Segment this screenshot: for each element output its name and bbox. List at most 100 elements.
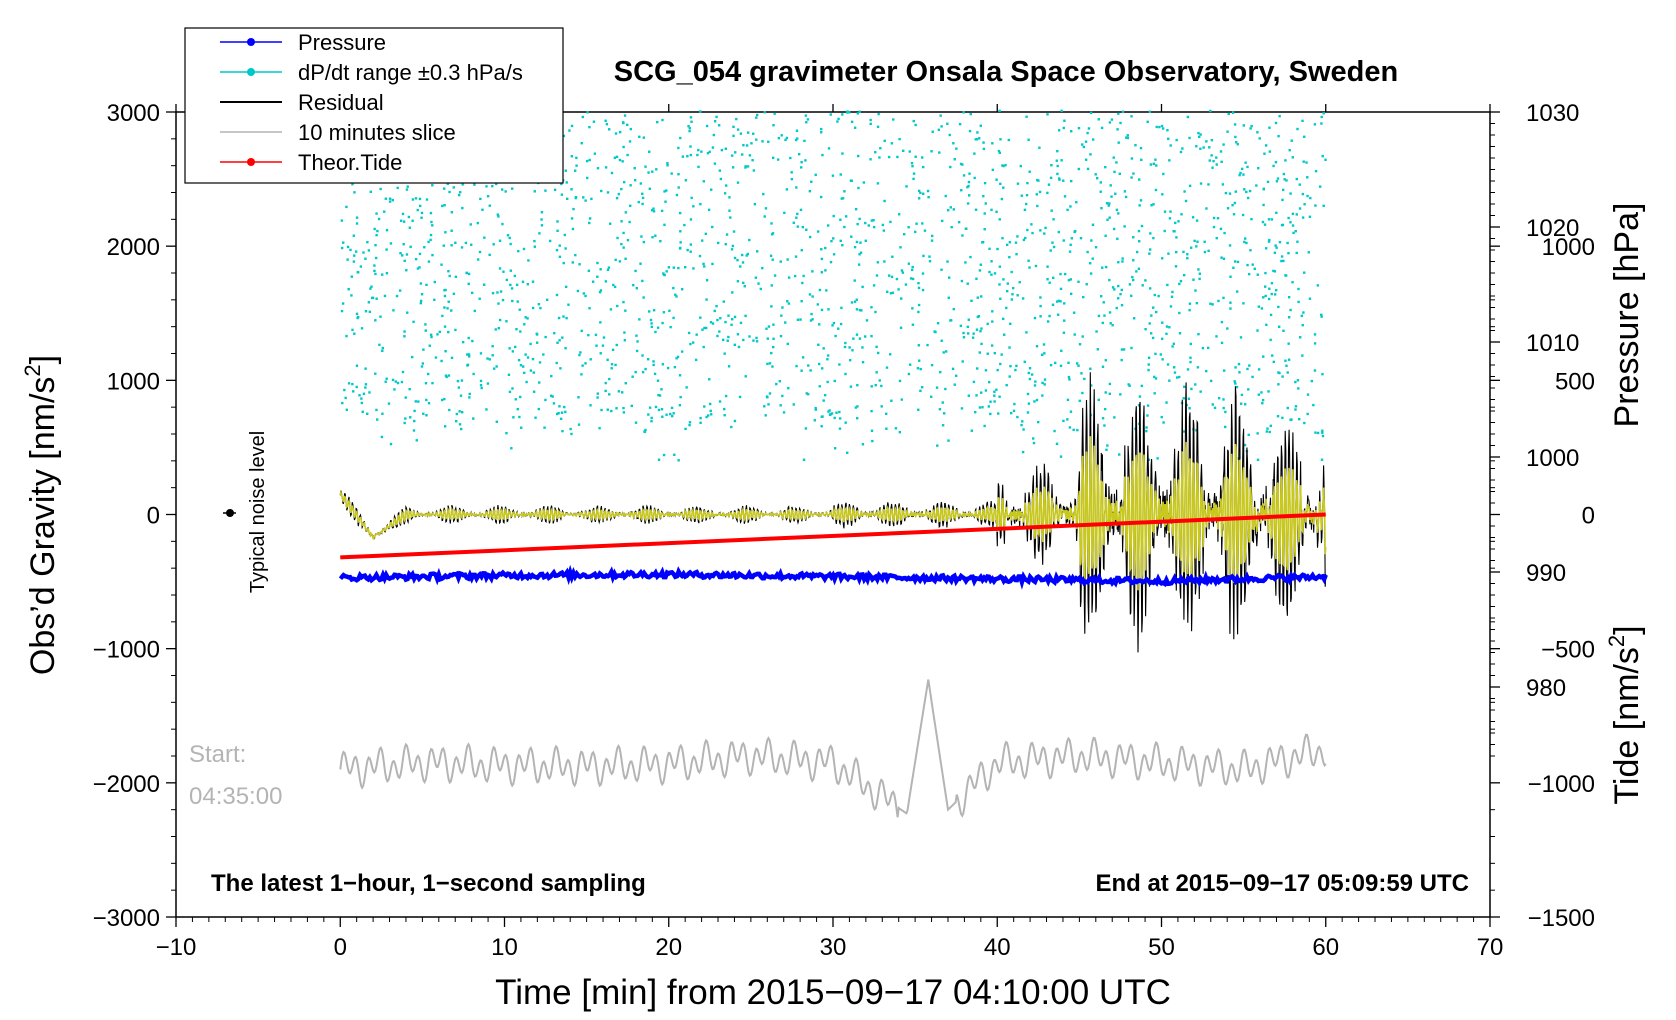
dpdt-point <box>900 398 903 401</box>
dpdt-point <box>615 343 618 347</box>
dpdt-point <box>949 206 952 209</box>
dpdt-point <box>1082 295 1085 299</box>
dpdt-point <box>1166 128 1169 132</box>
chart-title: SCG_054 gravimeter Onsala Space Observat… <box>614 56 1398 88</box>
dpdt-point <box>822 347 825 350</box>
dpdt-point <box>1008 256 1011 259</box>
dpdt-point <box>402 242 405 246</box>
dpdt-point <box>1130 115 1133 118</box>
dpdt-point <box>772 345 775 349</box>
dpdt-point <box>378 343 381 347</box>
dpdt-point <box>850 235 853 238</box>
dpdt-point <box>634 370 637 374</box>
dpdt-point <box>450 244 453 247</box>
dpdt-point <box>633 179 637 182</box>
dpdt-point <box>744 314 747 318</box>
dpdt-point <box>408 226 412 229</box>
dpdt-point <box>1193 239 1196 243</box>
dpdt-point <box>1199 390 1202 393</box>
dpdt-point <box>917 359 921 362</box>
dpdt-point <box>588 221 591 225</box>
dpdt-point <box>731 317 734 321</box>
dpdt-point <box>647 310 651 313</box>
dpdt-point <box>733 256 737 260</box>
dpdt-point <box>772 123 775 127</box>
dpdt-point <box>1182 397 1185 400</box>
dpdt-point <box>604 389 607 393</box>
dpdt-point <box>582 292 586 295</box>
pressure-tick-label: 980 <box>1526 675 1566 702</box>
dpdt-point <box>1243 188 1246 191</box>
dpdt-point <box>1285 179 1288 182</box>
dpdt-point <box>638 318 641 321</box>
dpdt-point <box>1066 418 1069 421</box>
dpdt-point <box>1234 382 1237 385</box>
dpdt-point <box>1154 352 1157 356</box>
dpdt-point <box>1058 178 1061 181</box>
pressure-line <box>338 564 1328 590</box>
dpdt-point <box>1150 314 1153 317</box>
dpdt-point <box>555 361 558 365</box>
dpdt-point <box>419 299 423 303</box>
dpdt-point <box>960 189 963 192</box>
dpdt-point <box>1110 118 1114 121</box>
dpdt-point <box>455 412 459 416</box>
dpdt-point <box>1067 376 1071 379</box>
dpdt-point <box>1178 311 1181 315</box>
dpdt-point <box>537 302 541 306</box>
dpdt-point <box>907 262 911 265</box>
dpdt-point <box>468 396 471 399</box>
dpdt-point <box>1303 203 1306 206</box>
dpdt-point <box>890 142 894 145</box>
dpdt-point <box>1220 160 1223 164</box>
dpdt-point <box>702 345 705 349</box>
dpdt-point <box>647 413 650 416</box>
dpdt-point <box>951 367 955 371</box>
dpdt-point <box>403 330 406 333</box>
dpdt-point <box>679 395 682 399</box>
dpdt-point <box>1247 272 1251 276</box>
dpdt-point <box>811 295 814 298</box>
dpdt-point <box>1099 295 1103 298</box>
dpdt-point <box>828 409 831 412</box>
dpdt-point <box>524 316 527 319</box>
dpdt-point <box>993 394 996 397</box>
dpdt-point <box>345 205 348 209</box>
dpdt-point <box>1009 364 1012 368</box>
dpdt-point <box>1198 277 1201 281</box>
dpdt-point <box>670 406 674 410</box>
dpdt-point <box>527 259 530 262</box>
dpdt-point <box>436 333 439 336</box>
dpdt-point <box>1056 149 1059 153</box>
dpdt-point <box>1174 265 1178 268</box>
dpdt-point <box>581 364 584 367</box>
dpdt-point <box>917 408 920 411</box>
dpdt-point <box>1059 455 1063 458</box>
dpdt-point <box>1235 385 1239 389</box>
dpdt-point <box>1289 308 1292 312</box>
dpdt-point <box>666 164 669 167</box>
dpdt-point <box>1070 130 1073 133</box>
dpdt-point <box>936 444 939 447</box>
dpdt-point <box>806 393 810 396</box>
dpdt-point <box>1235 141 1238 144</box>
dpdt-point <box>1014 241 1018 244</box>
dpdt-point <box>998 151 1002 155</box>
dpdt-point <box>900 269 904 272</box>
dpdt-point <box>1308 297 1312 300</box>
dpdt-point <box>911 265 914 269</box>
dpdt-point <box>1322 112 1325 115</box>
dpdt-point <box>846 451 849 454</box>
dpdt-point <box>1268 238 1271 242</box>
dpdt-point <box>898 379 902 383</box>
dpdt-point <box>910 268 914 272</box>
dpdt-point <box>355 312 359 316</box>
dpdt-point <box>654 234 657 237</box>
dpdt-point <box>1147 458 1151 461</box>
dpdt-point <box>1115 161 1118 164</box>
dpdt-point <box>1268 430 1271 434</box>
dpdt-point <box>1158 125 1161 129</box>
dpdt-point <box>741 153 744 156</box>
dpdt-point <box>1094 173 1097 176</box>
dpdt-point <box>830 240 833 243</box>
